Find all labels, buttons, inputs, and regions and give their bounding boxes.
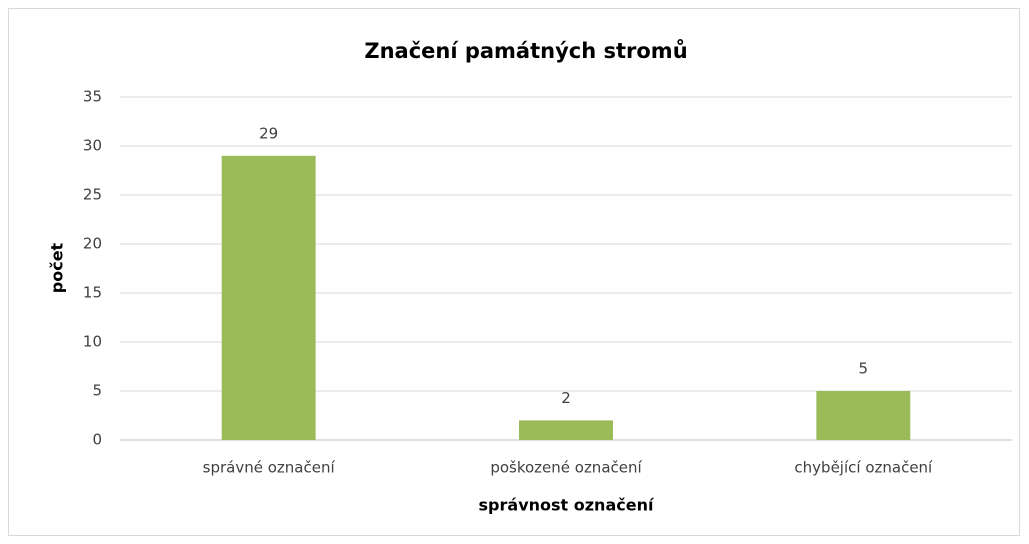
x-tick-label: chybějící označení <box>794 459 933 477</box>
y-axis-title: počet <box>48 242 67 293</box>
x-tick-label: správné označení <box>203 459 336 477</box>
y-tick-label: 35 <box>83 88 102 106</box>
y-tick-label: 0 <box>92 431 102 449</box>
data-label: 2 <box>561 389 571 407</box>
y-tick-label: 20 <box>83 235 102 253</box>
bar <box>221 155 316 441</box>
x-axis-title: správnost označení <box>479 496 655 515</box>
chart-title: Značení památných stromů <box>364 39 687 63</box>
bar <box>519 420 613 440</box>
y-tick-label: 10 <box>83 333 102 351</box>
data-label: 29 <box>259 124 278 142</box>
y-tick-label: 30 <box>83 137 102 155</box>
x-tick-label: poškozené označení <box>490 459 642 477</box>
y-tick-label: 25 <box>83 186 102 204</box>
data-label: 5 <box>859 360 869 378</box>
y-tick-label: 15 <box>83 284 102 302</box>
bar <box>816 391 911 440</box>
chart-border <box>8 8 1020 536</box>
y-tick-label: 5 <box>92 382 102 400</box>
